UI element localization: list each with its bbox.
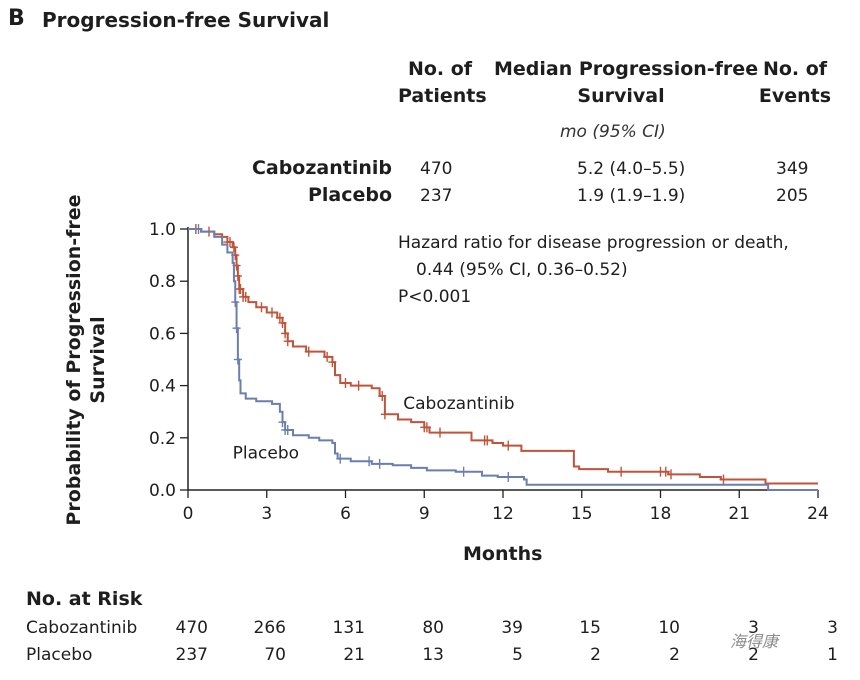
at-risk-value: 266 xyxy=(253,618,286,638)
y-tick-label: 0.8 xyxy=(149,272,176,292)
y-tick-label: 1.0 xyxy=(149,220,176,240)
at-risk-group-cabozantinib: Cabozantinib xyxy=(26,618,138,638)
x-tick-label: 18 xyxy=(650,504,672,524)
y-tick-label: 0.2 xyxy=(149,429,176,449)
curve-label-cabozantinib: Cabozantinib xyxy=(403,394,514,414)
at-risk-value: 3 xyxy=(827,618,838,638)
row-group-cabozantinib: Cabozantinib xyxy=(251,157,392,179)
median-cabozantinib: 5.2 (4.0–5.5) xyxy=(577,159,686,179)
at-risk-value: 2 xyxy=(748,645,759,665)
x-tick-label: 24 xyxy=(807,504,829,524)
patients-placebo: 237 xyxy=(420,186,453,206)
y-tick-label: 0.4 xyxy=(149,377,176,397)
at-risk-value: 3 xyxy=(748,618,759,638)
series-cabozantinib: Cabozantinib xyxy=(188,224,818,485)
y-axis-title: Probability of Progression-free Survival xyxy=(63,194,109,525)
y-tick-label: 0.6 xyxy=(149,324,176,344)
events-cabozantinib: 349 xyxy=(776,159,809,179)
at-risk-value: 39 xyxy=(501,618,523,638)
at-risk-value: 21 xyxy=(343,645,365,665)
at-risk-value: 15 xyxy=(579,618,601,638)
at-risk-value: 13 xyxy=(422,645,444,665)
patients-cabozantinib: 470 xyxy=(420,159,453,179)
x-tick-label: 21 xyxy=(728,504,750,524)
header-median: Median Progression-free Survival xyxy=(494,58,759,107)
at-risk-value: 10 xyxy=(658,618,680,638)
at-risk-value: 470 xyxy=(175,618,208,638)
header-events: No. of Events xyxy=(758,58,832,107)
x-tick-label: 9 xyxy=(419,504,430,524)
at-risk-value: 2 xyxy=(669,645,680,665)
header-patients: No. of Patients xyxy=(398,58,487,107)
at-risk-value: 70 xyxy=(264,645,286,665)
x-tick-label: 6 xyxy=(340,504,351,524)
at-risk-value: 2 xyxy=(590,645,601,665)
x-tick-label: 3 xyxy=(261,504,272,524)
at-risk-value: 5 xyxy=(512,645,523,665)
hazard-ratio-annotation: Hazard ratio for disease progression or … xyxy=(398,233,789,307)
y-axis-title-line: Probability of Progression-free xyxy=(63,194,85,525)
x-axis-title: Months xyxy=(463,543,543,565)
axes: 0 3 6 9 12 15 18 21 24 0.0 0.2 0.4 0.6 0.8 1.0 xyxy=(149,220,829,524)
x-tick-label: 12 xyxy=(492,504,514,524)
median-placebo: 1.9 (1.9–1.9) xyxy=(577,186,686,206)
median-unit: mo (95% CI) xyxy=(560,122,666,142)
watermark: 海得康 xyxy=(730,632,779,651)
svg-text:Probability of Progression-fre: Probability of Progression-free Survival xyxy=(63,194,109,525)
series-layer: Cabozantinib Placebo xyxy=(188,224,818,491)
x-tick-label: 0 xyxy=(183,504,194,524)
y-axis-title-line: Survival xyxy=(87,316,109,403)
row-group-placebo: Placebo xyxy=(307,184,392,206)
at-risk-value: 131 xyxy=(332,618,365,638)
at-risk-title: No. at Risk xyxy=(26,588,143,610)
panel-letter: B xyxy=(8,6,25,31)
series-placebo: Placebo xyxy=(188,224,818,491)
at-risk-value: 80 xyxy=(422,618,444,638)
events-placebo: 205 xyxy=(776,186,809,206)
x-tick-label: 15 xyxy=(571,504,593,524)
at-risk-group-placebo: Placebo xyxy=(26,645,93,665)
at-risk-value: 1 xyxy=(827,645,838,665)
y-tick-label: 0.0 xyxy=(149,481,176,501)
at-risk-value: 237 xyxy=(175,645,208,665)
curve-label-placebo: Placebo xyxy=(233,444,299,464)
chart-title: Progression-free Survival xyxy=(42,8,330,32)
